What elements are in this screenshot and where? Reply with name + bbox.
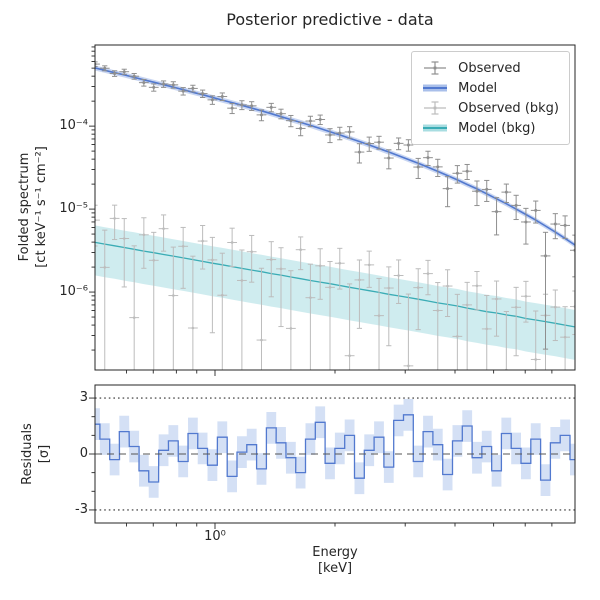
legend-item-model: Model — [420, 78, 559, 98]
legend-label-model-bkg: Model (bkg) — [458, 120, 536, 136]
x-axis-label-line2: [keV] — [317, 561, 353, 576]
legend-label-model: Model — [458, 80, 498, 96]
residual-panel-frame — [94, 384, 576, 524]
legend-label-observed-bkg: Observed (bkg) — [458, 100, 559, 116]
x-axis-label: Energy [keV] — [312, 545, 358, 577]
legend-item-observed: Observed — [420, 58, 559, 78]
axis-ticks — [89, 46, 553, 529]
plot-title: Posterior predictive - data — [226, 10, 434, 29]
legend-item-model-bkg: Model (bkg) — [420, 118, 559, 138]
x-axis-label-line1: Energy — [312, 545, 358, 560]
ytick-plus3: 3 — [79, 390, 88, 405]
top-panel-frame — [94, 44, 576, 371]
ytick-1e-4: 10⁻⁴ — [59, 118, 88, 133]
y-axis-label-bottom-line1: Residuals — [20, 423, 35, 485]
observed-bkg-errorbars — [95, 204, 575, 370]
observed-errorbar-sample-icon — [424, 61, 447, 75]
model-bkg-band-sample-icon — [423, 124, 448, 132]
legend-item-observed-bkg: Observed (bkg) — [420, 98, 559, 118]
y-axis-label-top-line1: Folded spectrum — [17, 152, 32, 262]
spectrum-panel-content — [95, 61, 575, 370]
ytick-1e-6: 10⁻⁶ — [59, 284, 88, 299]
legend: Observed Model Observed (bkg) — [411, 51, 570, 145]
residual-line — [95, 414, 575, 483]
xtick-1kev: 10⁰ — [204, 529, 226, 544]
observed-bkg-errorbar-sample-icon — [424, 101, 447, 115]
legend-label-observed: Observed — [458, 60, 521, 76]
ytick-zero: 0 — [79, 446, 88, 461]
model-band-sample-icon — [423, 84, 448, 92]
ytick-minus3: -3 — [75, 502, 88, 517]
bkg-model-line — [95, 241, 575, 328]
residual-panel-content — [95, 399, 575, 498]
bkg-model-band — [95, 225, 575, 360]
ytick-1e-5: 10⁻⁵ — [59, 201, 88, 216]
